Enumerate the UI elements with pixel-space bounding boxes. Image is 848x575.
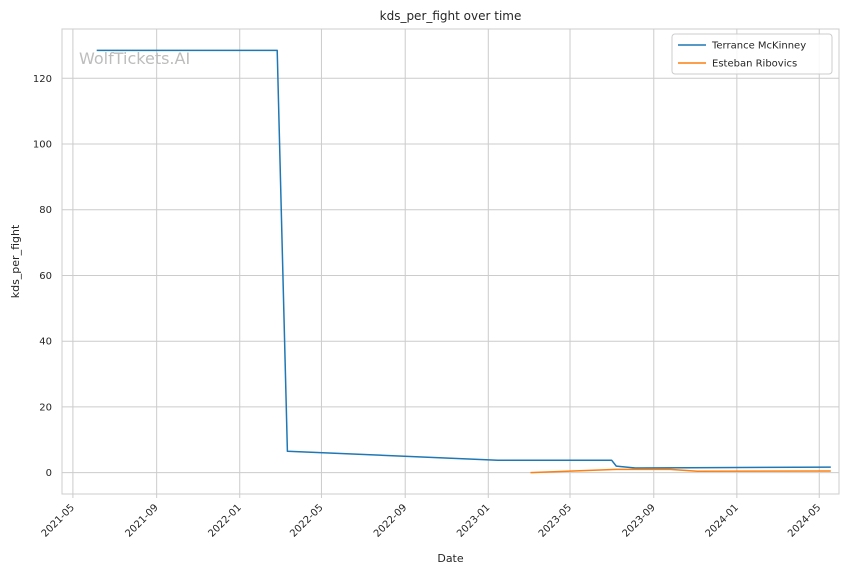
x-tick-label: 2021-09 <box>123 502 160 539</box>
x-tick-label: 2022-05 <box>288 502 325 539</box>
x-tick-label: 2022-09 <box>372 502 409 539</box>
x-tick-label: 2024-05 <box>786 502 823 539</box>
series-line-1 <box>530 468 831 474</box>
x-tick-label: 2024-01 <box>704 502 741 539</box>
plot-area <box>61 28 840 495</box>
chart-title: kds_per_fight over time <box>380 9 522 23</box>
x-axis-label: Date <box>437 552 464 565</box>
y-tick-label: 80 <box>39 205 52 216</box>
grid-lines <box>62 29 839 494</box>
y-tick-label: 120 <box>33 74 52 85</box>
x-tick-label: 2021-05 <box>40 502 77 539</box>
x-tick-label: 2022-01 <box>207 502 244 539</box>
x-tick-label: 2023-01 <box>455 502 492 539</box>
legend-label: Esteban Ribovics <box>712 59 797 70</box>
x-tick-label: 2023-09 <box>621 502 658 539</box>
legend-box <box>671 33 833 75</box>
series-layer <box>96 49 831 474</box>
y-tick-label: 20 <box>39 402 52 413</box>
y-tick-label: 40 <box>39 337 52 348</box>
legend: Terrance McKinney Esteban Ribovics <box>671 33 833 75</box>
series-line-0 <box>96 49 831 469</box>
watermark: WolfTickets.AI <box>79 49 190 68</box>
y-tick-label: 60 <box>39 271 52 282</box>
legend-label: Terrance McKinney <box>711 41 806 52</box>
x-tick-label: 2023-05 <box>537 502 574 539</box>
y-axis-label: kds_per_fight <box>9 224 22 298</box>
y-tick-label: 100 <box>33 140 52 151</box>
y-tick-label: 0 <box>46 468 52 479</box>
